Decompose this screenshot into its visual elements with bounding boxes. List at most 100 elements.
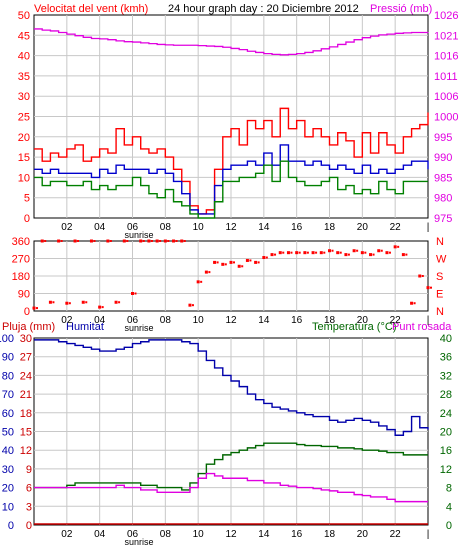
direction-point xyxy=(142,240,145,242)
direction-point xyxy=(180,239,184,243)
climate-panel-x-tick-14: 14 xyxy=(258,529,270,540)
direction-point xyxy=(352,249,356,253)
direction-point xyxy=(213,260,217,264)
direction-panel-sunrise-label: sunrise xyxy=(125,323,154,333)
chart-title: 24 hour graph day : 20 Diciembre 2012 xyxy=(168,3,359,15)
wind-panel-x-tick-10: 10 xyxy=(193,222,205,233)
direction-point xyxy=(282,251,285,254)
direction-point xyxy=(401,253,405,257)
humidity-y-tick-30: 30 xyxy=(2,464,14,476)
direction-point xyxy=(155,239,159,243)
humidity-y-tick-90: 90 xyxy=(2,352,14,364)
rain-y-tick-9: 9 xyxy=(26,464,32,476)
wind-low-line xyxy=(34,160,428,219)
direction-point xyxy=(221,262,225,266)
direction-point xyxy=(372,253,375,256)
direction-point xyxy=(167,240,170,242)
direction-point xyxy=(233,261,235,264)
direction-point xyxy=(172,239,176,243)
direction-point xyxy=(118,301,121,304)
direction-panel-x-tick-12: 12 xyxy=(225,315,237,326)
direction-point xyxy=(360,251,364,255)
climate-panel-x-tick-10: 10 xyxy=(193,529,205,540)
direction-point xyxy=(311,251,315,255)
direction-point xyxy=(241,265,244,268)
direction-point xyxy=(150,240,153,242)
direction-point xyxy=(290,251,293,254)
climate-panel-x-tick-22: 22 xyxy=(390,529,402,540)
wind-panel-x-tick-14: 14 xyxy=(258,222,270,233)
pressure-y-tick-995: 995 xyxy=(434,132,452,144)
direction-point xyxy=(430,286,432,289)
direction-panel-x-tick-08: 08 xyxy=(160,315,172,326)
wind-y-tick-50: 50 xyxy=(18,10,30,22)
pressure-y-tick-985: 985 xyxy=(434,172,452,184)
temperature-y-tick-20: 20 xyxy=(440,427,452,439)
wind-y-tick-10: 10 xyxy=(18,172,30,184)
humidity-y-tick-60: 60 xyxy=(2,408,14,420)
direction-point xyxy=(237,264,241,268)
wind-y-tick-30: 30 xyxy=(18,91,30,103)
direction-y-tick-0: 0 xyxy=(24,306,30,318)
direction-point xyxy=(208,271,211,274)
direction-point xyxy=(44,240,47,242)
direction-point xyxy=(106,239,110,243)
climate-panel-x-tick-16: 16 xyxy=(291,529,303,540)
direction-point xyxy=(159,240,162,242)
direction-compass-W-1: W xyxy=(436,254,447,266)
temperature-y-tick-12: 12 xyxy=(440,464,452,476)
dewpoint-line xyxy=(34,472,428,503)
direction-point xyxy=(369,253,373,257)
direction-point xyxy=(413,302,416,305)
temperature-axis-title: Temperatura (°C) xyxy=(312,321,396,333)
direction-panel-x-tick-10: 10 xyxy=(193,315,205,326)
wind-panel-x-tick-06: 06 xyxy=(127,222,139,233)
direction-point xyxy=(344,253,348,257)
direction-y-tick-270: 270 xyxy=(12,254,30,266)
climate-panel-x-tick-18: 18 xyxy=(324,529,336,540)
direction-point xyxy=(191,304,194,307)
wind-y-tick-45: 45 xyxy=(18,30,30,42)
wind-panel-x-tick-12: 12 xyxy=(225,222,237,233)
direction-point xyxy=(286,251,290,255)
humidity-y-tick-40: 40 xyxy=(2,445,14,457)
direction-point xyxy=(114,300,118,304)
direction-point xyxy=(216,261,219,264)
humidity-y-tick-80: 80 xyxy=(2,370,14,382)
direction-panel-x-tick-end: | xyxy=(427,315,430,326)
rain-y-tick-15: 15 xyxy=(20,427,32,439)
humidity-axis-title: Humitat xyxy=(66,321,104,333)
direction-point xyxy=(249,259,252,262)
direction-compass-E-3: E xyxy=(436,289,443,301)
direction-point xyxy=(196,280,200,284)
climate-panel-x-tick-08: 08 xyxy=(160,529,172,540)
wind-y-tick-15: 15 xyxy=(18,152,30,164)
dewpoint-axis-title: Punt rosada xyxy=(392,321,452,333)
temperature-y-tick-28: 28 xyxy=(440,389,452,401)
direction-compass-S-2: S xyxy=(436,271,443,283)
wind-y-tick-40: 40 xyxy=(18,51,30,63)
direction-y-tick-360: 360 xyxy=(12,236,30,248)
wind-y-tick-0: 0 xyxy=(24,213,30,225)
humidity-y-tick-50: 50 xyxy=(2,427,14,439)
climate-panel-x-tick-04: 04 xyxy=(94,529,106,540)
direction-point xyxy=(405,253,408,256)
direction-panel-x-tick-20: 20 xyxy=(357,315,369,326)
direction-panel-x-tick-18: 18 xyxy=(324,315,336,326)
rain-y-tick-24: 24 xyxy=(20,370,32,382)
direction-point xyxy=(126,240,129,242)
climate-panel-x-tick-20: 20 xyxy=(357,529,369,540)
direction-point xyxy=(278,251,282,255)
direction-point xyxy=(410,301,414,305)
direction-point xyxy=(68,302,71,305)
chart-layer: 0510152025303540455097598098599099510001… xyxy=(0,10,458,547)
direction-compass-N-4: N xyxy=(436,306,444,318)
wind-panel-x-tick-08: 08 xyxy=(160,222,172,233)
direction-point xyxy=(139,239,143,243)
direction-point xyxy=(385,251,389,255)
wind-panel-x-tick-22: 22 xyxy=(390,222,402,233)
wind-panel-x-tick-end: | xyxy=(427,222,430,233)
rain-y-tick-30: 30 xyxy=(20,333,32,345)
rain-y-tick-6: 6 xyxy=(26,483,32,495)
direction-point xyxy=(85,301,88,304)
